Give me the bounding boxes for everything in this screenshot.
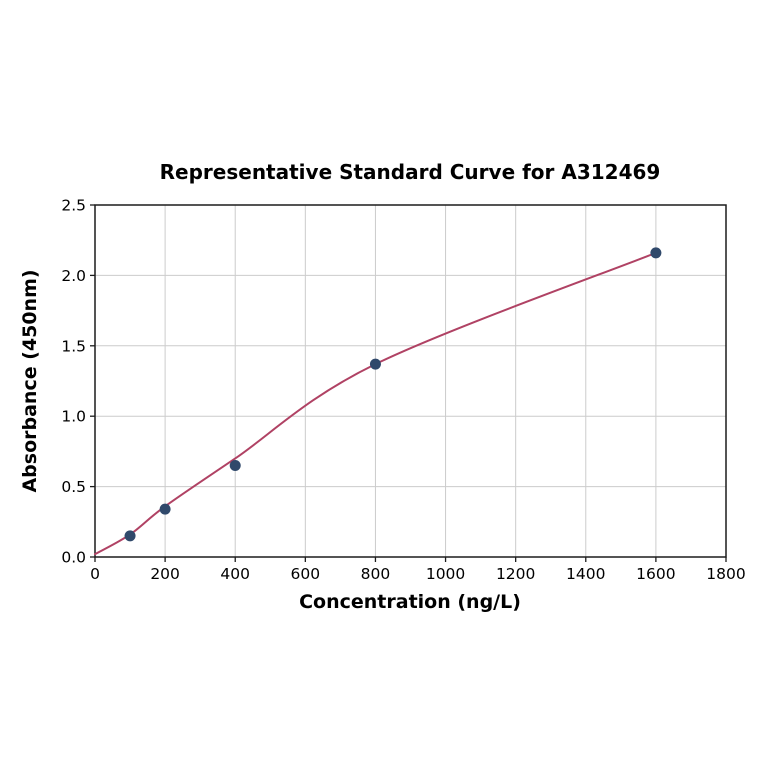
x-tick-label: 1600 (636, 565, 675, 583)
y-tick-label: 1.5 (61, 337, 86, 355)
x-tick-label: 1200 (496, 565, 535, 583)
x-tick-label: 1800 (706, 565, 745, 583)
data-point (229, 459, 241, 471)
y-tick-label: 2.5 (61, 197, 86, 215)
x-tick-label: 1000 (426, 565, 465, 583)
y-tick-label: 0.0 (61, 549, 86, 567)
x-tick-label: 600 (291, 565, 321, 583)
data-point (159, 503, 171, 515)
x-axis-label: Concentration (ng/L) (299, 591, 521, 613)
data-point (650, 247, 662, 259)
y-tick-label: 1.0 (61, 408, 86, 426)
data-point (124, 530, 136, 542)
data-point (369, 358, 381, 370)
plot-box (94, 204, 727, 558)
x-tick-label: 1400 (566, 565, 605, 583)
chart-title: Representative Standard Curve for A31246… (160, 160, 661, 184)
grid-layer (94, 204, 727, 558)
x-tick-label: 400 (220, 565, 250, 583)
y-axis-label: Absorbance (450nm) (19, 269, 41, 492)
y-tick-label: 2.0 (61, 267, 86, 285)
plot-layer (94, 247, 662, 556)
x-tick-label: 800 (361, 565, 391, 583)
x-tick-label: 200 (150, 565, 180, 583)
y-tick-label: 0.5 (61, 478, 86, 496)
axes-layer: 0 200 400 600 800 1000 1200 1400 1600 1800 0.0 0.5 1… (61, 197, 745, 584)
x-tick-label: 0 (90, 565, 100, 583)
